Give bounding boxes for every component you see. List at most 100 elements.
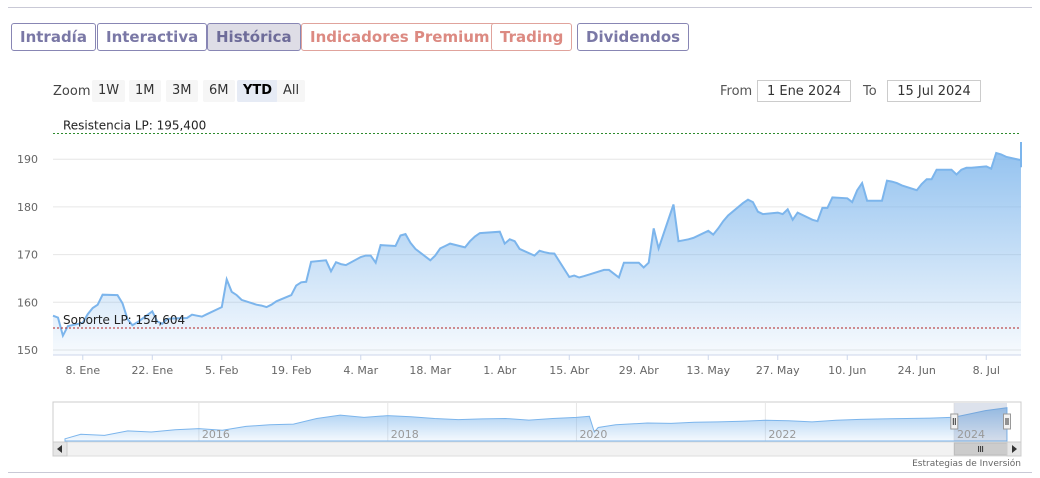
price-point (613, 273, 615, 275)
zoom-button-all[interactable]: All (277, 80, 306, 102)
scrollbar-track[interactable] (52, 441, 1022, 457)
tab-trading[interactable]: Trading (491, 23, 573, 51)
price-point (469, 240, 471, 242)
price-point (717, 227, 719, 229)
tab-intradia[interactable]: Intradía (11, 23, 96, 51)
navigator-handle-left[interactable] (950, 413, 959, 430)
price-point (330, 270, 332, 272)
price-point (995, 152, 997, 154)
price-point (260, 304, 262, 306)
zoom-button-ytd[interactable]: YTD (237, 80, 279, 102)
navigator-tick-label: 2020 (579, 428, 607, 441)
x-tick-label: 13. May (686, 364, 730, 377)
price-point (851, 201, 853, 203)
scrollbar-right-arrow[interactable] (1006, 441, 1022, 457)
to-date-input[interactable] (887, 80, 981, 102)
price-point (186, 317, 188, 319)
price-point (375, 262, 377, 264)
navigator-handle-right[interactable] (1003, 413, 1011, 430)
price-point (236, 294, 238, 296)
x-tick-label: 10. Jun (828, 364, 866, 377)
navigator-handle-body (1003, 413, 1011, 430)
top-divider (8, 7, 1032, 8)
zoom-label: Zoom (53, 84, 91, 99)
price-point (896, 182, 898, 184)
price-point (990, 168, 992, 170)
y-tick-label: 180 (17, 201, 38, 214)
price-point (499, 231, 501, 233)
price-point (623, 262, 625, 264)
price-point (509, 238, 511, 240)
zoom-button-1w[interactable]: 1W (92, 80, 126, 102)
price-point (866, 200, 868, 202)
price-point (345, 264, 347, 266)
price-point (275, 300, 277, 302)
price-point (648, 262, 650, 264)
price-point (861, 182, 863, 184)
plot-line-label: Soporte LP: 154,604 (63, 313, 185, 327)
price-point (970, 167, 972, 169)
price-point (325, 259, 327, 261)
zoom-button-6m[interactable]: 6M (203, 80, 235, 102)
price-point (518, 248, 520, 250)
price-point (52, 315, 54, 317)
price-point (682, 239, 684, 241)
price-point (960, 169, 962, 171)
x-tick-label: 4. Mar (343, 364, 378, 377)
price-point (886, 180, 888, 182)
price-point (568, 276, 570, 278)
price-point (97, 304, 99, 306)
tab-indicadores-premium[interactable]: Indicadores Premium (301, 23, 499, 51)
navigator-tick-label: 2016 (202, 428, 230, 441)
x-tick-label: 8. Jul (973, 364, 1000, 377)
navigator-area (64, 407, 1008, 442)
price-point (231, 291, 233, 293)
price-point (394, 245, 396, 247)
price-point (935, 169, 937, 171)
navigator-window[interactable] (954, 403, 1007, 441)
price-point (846, 197, 848, 199)
price-point (201, 315, 203, 317)
price-point (434, 254, 436, 256)
price-point (677, 240, 679, 242)
from-date-input[interactable] (757, 80, 851, 102)
price-point (121, 302, 123, 304)
price-point (901, 184, 903, 186)
price-point (955, 173, 957, 175)
navigator-tick-label: 2024 (957, 428, 985, 441)
price-point (101, 294, 103, 296)
price-point (270, 304, 272, 306)
price-point (340, 263, 342, 265)
price-point (57, 316, 59, 318)
price-point (985, 165, 987, 167)
scrollbar-thumb[interactable] (953, 442, 1008, 456)
price-point (926, 178, 928, 180)
zoom-button-1m[interactable]: 1M (129, 80, 161, 102)
price-point (295, 284, 297, 286)
x-tick-label: 29. Abr (619, 364, 659, 377)
tab-interactiva[interactable]: Interactiva (97, 23, 208, 51)
x-axis-labels: 8. Ene 22. Ene 5. Feb 19. Feb 4. Mar 18. Mar 1… (65, 355, 1000, 377)
price-point (757, 211, 759, 213)
tab-dividendos[interactable]: Dividendos (577, 23, 690, 51)
zoom-button-3m[interactable]: 3M (166, 80, 198, 102)
price-point (881, 200, 883, 202)
tab-historica[interactable]: Histórica (207, 23, 301, 51)
price-point (265, 306, 267, 308)
price-point (831, 196, 833, 198)
y-axis-labels: 150 160 170 180 190 (17, 153, 38, 357)
x-tick-label: 27. May (756, 364, 800, 377)
price-point (196, 315, 198, 317)
price-point (950, 169, 952, 171)
x-tick-label: 22. Ene (131, 364, 173, 377)
navigator-axis-labels: 2016 2018 2020 2022 2024 (202, 428, 985, 441)
navigator-handle-body (950, 413, 959, 430)
price-point (608, 269, 610, 271)
price-point (226, 278, 228, 280)
price-point (449, 242, 451, 244)
price-point (588, 273, 590, 275)
to-label: To (863, 84, 877, 99)
scrollbar-left-arrow[interactable] (52, 441, 68, 457)
price-point (429, 259, 431, 261)
price-point (206, 313, 208, 315)
